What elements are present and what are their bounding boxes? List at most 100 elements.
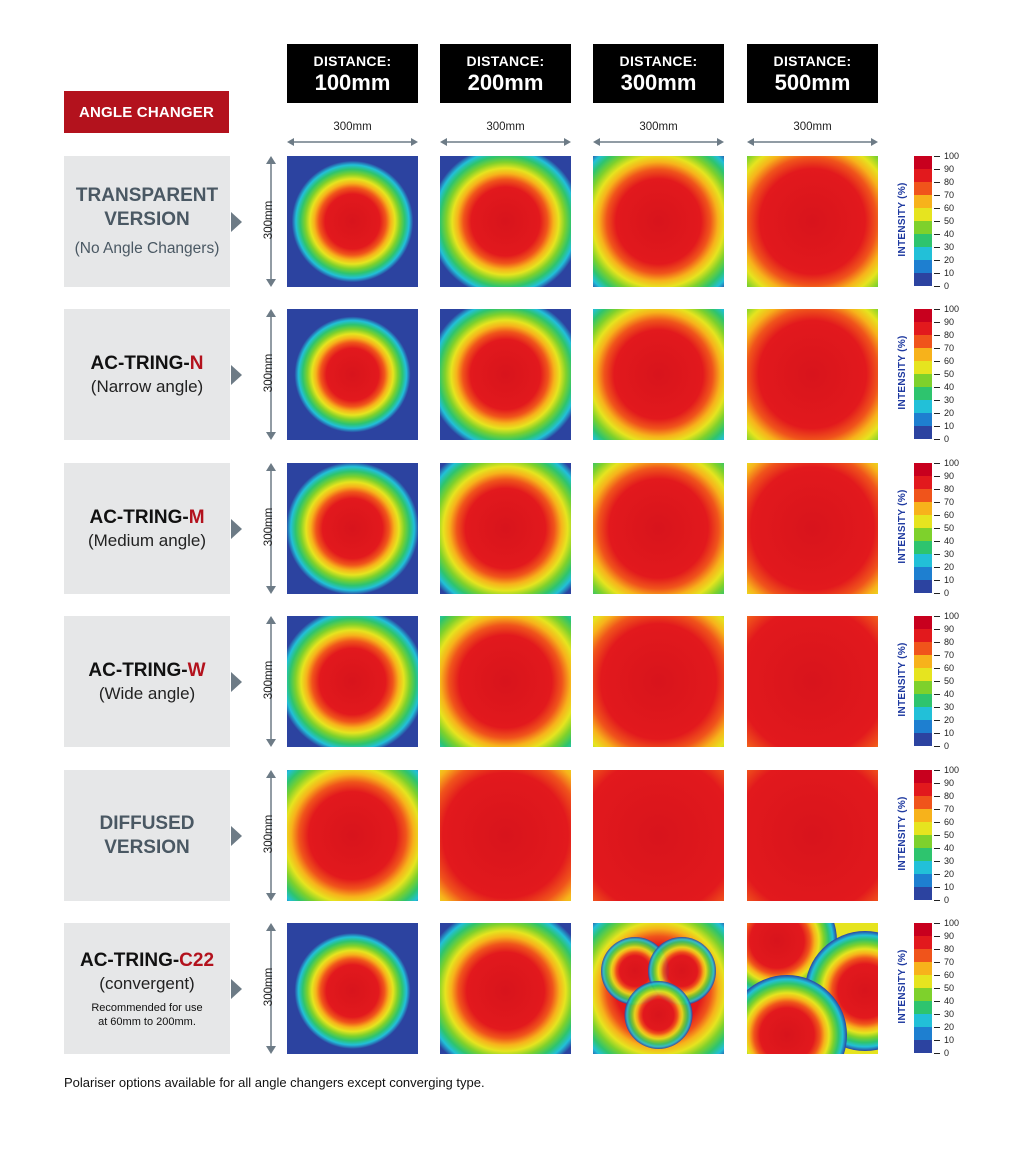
height-dimension-arrow: 300mm xyxy=(263,156,279,287)
colorbar-tick-label: 0 xyxy=(944,434,950,444)
colorbar-tick-label: 60 xyxy=(944,203,955,213)
width-dimension-label: 300mm xyxy=(793,121,832,133)
beam-pattern-image xyxy=(287,770,418,901)
colorbar-tick-mark xyxy=(934,580,940,581)
row-label-medium: AC-TRING-M (Medium angle) xyxy=(64,463,230,594)
colorbar-tick-label: 100 xyxy=(944,611,960,621)
colorbar-tick-label: 10 xyxy=(944,1035,955,1045)
colorbar-tick-mark xyxy=(934,770,940,771)
colorbar-tick-label: 70 xyxy=(944,650,955,660)
beam-pattern-image xyxy=(440,923,571,1054)
colorbar-tick-label: 20 xyxy=(944,869,955,879)
colorbar-tick-label: 90 xyxy=(944,317,955,327)
colorbar-tick-label: 40 xyxy=(944,843,955,853)
colorbar-tick-label: 70 xyxy=(944,957,955,967)
colorbar-tick-mark xyxy=(934,642,940,643)
colorbar-tick-mark xyxy=(934,1001,940,1002)
beam-pattern-image xyxy=(287,923,418,1054)
colorbar-tick-label: 100 xyxy=(944,765,960,775)
colorbar-axis-label: INTENSITY (%) xyxy=(897,489,908,564)
colorbar-tick-mark xyxy=(934,195,940,196)
width-dimension-arrow: 300mm xyxy=(747,121,878,147)
beam-pattern-image xyxy=(287,156,418,287)
beam-pattern-image xyxy=(747,923,878,1054)
beam-pattern-image xyxy=(287,463,418,594)
colorbar-tick-label: 90 xyxy=(944,778,955,788)
column-header-distance: 200mm xyxy=(467,70,544,95)
colorbar-tick-mark xyxy=(934,515,940,516)
colorbar-tick-label: 0 xyxy=(944,741,950,751)
colorbar-tick-mark xyxy=(934,822,940,823)
colorbar-tick-label: 80 xyxy=(944,177,955,187)
beam-pattern-image xyxy=(440,770,571,901)
width-dimension-label: 300mm xyxy=(333,121,372,133)
row-pointer-icon xyxy=(231,212,242,232)
beam-pattern-image xyxy=(440,156,571,287)
colorbar-axis-label: INTENSITY (%) xyxy=(897,796,908,871)
colorbar-tick-mark xyxy=(934,629,940,630)
colorbar-tick-mark xyxy=(934,286,940,287)
colorbar-axis-label: INTENSITY (%) xyxy=(897,182,908,257)
colorbar-tick-mark xyxy=(934,861,940,862)
colorbar-axis-label: INTENSITY (%) xyxy=(897,949,908,1024)
colorbar-tick-mark xyxy=(934,720,940,721)
row-label-wide: AC-TRING-W (Wide angle) xyxy=(64,616,230,747)
row-title-suffix: N xyxy=(189,352,204,374)
colorbar-tick-label: 40 xyxy=(944,229,955,239)
colorbar-tick-mark xyxy=(934,502,940,503)
angle-changer-badge: ANGLE CHANGER xyxy=(64,91,229,133)
beam-pattern-image xyxy=(593,770,724,901)
colorbar-tick-label: 20 xyxy=(944,408,955,418)
beam-pattern-image xyxy=(747,156,878,287)
colorbar-tick-mark xyxy=(934,567,940,568)
row-title: AC-TRING-N xyxy=(90,352,204,374)
colorbar-tick-label: 60 xyxy=(944,356,955,366)
colorbar-tick-mark xyxy=(934,962,940,963)
colorbar-tick-mark xyxy=(934,835,940,836)
row-title: AC-TRING-W xyxy=(88,659,206,681)
colorbar-tick-mark xyxy=(934,541,940,542)
colorbar-tick-mark xyxy=(934,234,940,235)
colorbar-tick-label: 10 xyxy=(944,268,955,278)
beam-pattern-image xyxy=(593,616,724,747)
colorbar-tick-mark xyxy=(934,426,940,427)
column-header-label: DISTANCE: xyxy=(773,53,852,69)
intensity-colorbar xyxy=(914,309,932,439)
beam-pattern-image xyxy=(440,616,571,747)
column-header-200mm: DISTANCE: 200mm xyxy=(440,44,571,103)
colorbar-tick-label: 90 xyxy=(944,624,955,634)
colorbar-tick-mark xyxy=(934,156,940,157)
column-header-label: DISTANCE: xyxy=(619,53,698,69)
colorbar-tick-mark xyxy=(934,809,940,810)
row-label-narrow: AC-TRING-N (Narrow angle) xyxy=(64,309,230,440)
column-header-label: DISTANCE: xyxy=(466,53,545,69)
colorbar-tick-mark xyxy=(934,348,940,349)
colorbar-tick-label: 70 xyxy=(944,804,955,814)
colorbar-tick-label: 0 xyxy=(944,895,950,905)
beam-pattern-image xyxy=(287,616,418,747)
colorbar-tick-label: 80 xyxy=(944,791,955,801)
colorbar-tick-label: 40 xyxy=(944,996,955,1006)
colorbar-tick-mark xyxy=(934,923,940,924)
row-subtitle: (No Angle Changers) xyxy=(74,239,220,257)
beam-pattern-image xyxy=(747,309,878,440)
colorbar-tick-mark xyxy=(934,309,940,310)
colorbar-ticks: 100 90 80 70 60 50 40 30 20 10 0 xyxy=(934,305,974,444)
colorbar-tick-mark xyxy=(934,616,940,617)
colorbar-tick-label: 60 xyxy=(944,663,955,673)
colorbar-tick-label: 20 xyxy=(944,255,955,265)
row-title-suffix: W xyxy=(187,659,206,681)
row-title: AC-TRING-M xyxy=(89,506,205,528)
colorbar-ticks: 100 90 80 70 60 50 40 30 20 10 0 xyxy=(934,612,974,751)
beam-pattern-image xyxy=(747,463,878,594)
colorbar-tick-label: 20 xyxy=(944,715,955,725)
row-subtitle: (convergent) xyxy=(99,973,195,993)
colorbar-ticks: 100 90 80 70 60 50 40 30 20 10 0 xyxy=(934,919,974,1058)
colorbar-tick-mark xyxy=(934,1014,940,1015)
colorbar-tick-label: 80 xyxy=(944,330,955,340)
colorbar-tick-mark xyxy=(934,528,940,529)
colorbar-tick-label: 30 xyxy=(944,242,955,252)
column-header-300mm: DISTANCE: 300mm xyxy=(593,44,724,103)
colorbar-tick-mark xyxy=(934,936,940,937)
colorbar-tick-label: 10 xyxy=(944,575,955,585)
